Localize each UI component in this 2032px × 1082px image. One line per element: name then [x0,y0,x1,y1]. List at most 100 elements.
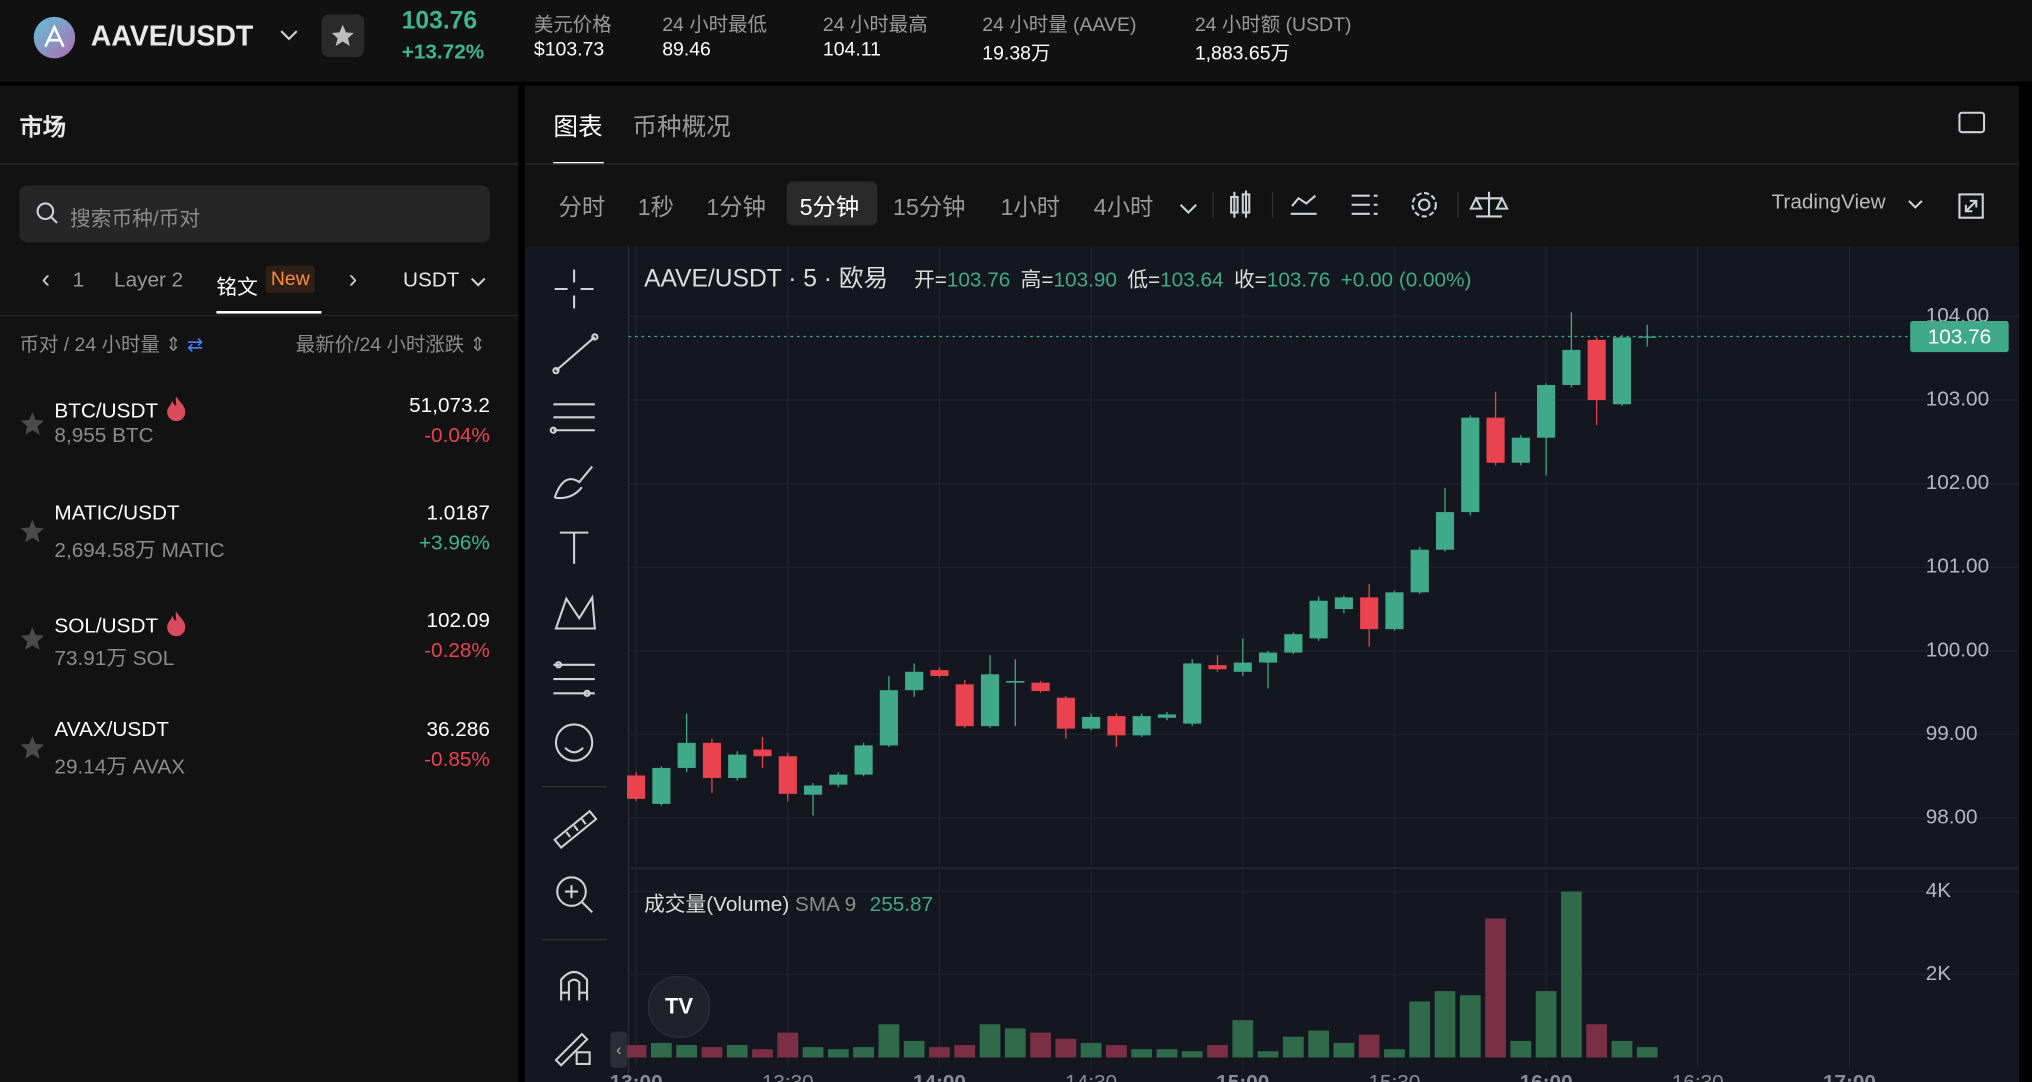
y-tick-label: 102.00 [1926,471,1989,494]
candle-body [1157,714,1177,718]
ohlc-label: 高= [1020,269,1054,292]
indicators-button[interactable] [1290,194,1317,215]
candle-type-button[interactable] [1230,190,1251,218]
crosshair-tool[interactable] [554,269,594,309]
volume-bar [1004,1028,1026,1058]
candle-body [1258,652,1278,663]
candle-body [1511,437,1530,463]
provider[interactable]: TradingView [1771,191,1886,214]
candle-body [1284,634,1303,653]
volume-title: 成交量(Volume) [644,894,790,917]
ohlc-value: 103.64 [1160,269,1224,292]
candle-body [854,745,873,775]
tradingview-logo[interactable]: TV [647,975,711,1039]
volume-bar [929,1047,950,1058]
sidebar-tab[interactable]: Layer 2 [114,269,184,292]
x-tick-label: 16:00 [1520,1071,1573,1082]
candle-body [1587,339,1606,401]
stat-value: 89.46 [662,38,711,61]
stat-label: 24 小时额 (USDT) [1194,14,1352,37]
star-icon[interactable] [18,733,47,762]
quote-select[interactable]: USDT [403,269,460,292]
pair-name[interactable]: MATIC/USDT [54,503,179,526]
volume-bar [1586,1024,1608,1058]
star-icon[interactable] [18,410,47,439]
volume-bar [903,1040,925,1058]
column-left[interactable]: 币对 / 24 小时量 ⇕ ⇄ [19,334,204,357]
parallel-tool[interactable] [549,403,595,434]
ruler-tool[interactable] [553,809,598,849]
column-right[interactable]: 最新价/24 小时涨跌 ⇕ [295,334,486,357]
pair-title[interactable]: AAVE/USDT [90,19,254,52]
magnet-tool[interactable] [560,970,589,1001]
text-tool[interactable] [559,531,589,564]
volume-bar [651,1042,672,1058]
volume-bar [1510,1040,1532,1058]
pair-name[interactable]: BTC/USDT [54,395,187,424]
pair-dropdown[interactable] [277,26,300,44]
volume-bar [1358,1034,1380,1058]
pattern-tool[interactable] [554,594,596,630]
volume-bar [1434,991,1456,1058]
price-change: +13.72% [401,41,485,64]
volume-bar [1131,1049,1153,1058]
line-tool[interactable] [552,333,599,375]
fib-tool[interactable] [553,661,595,697]
tab-prev[interactable]: ‹ [41,265,51,295]
volume-bar [1257,1051,1279,1058]
pair-name[interactable]: SOL/USDT [54,610,188,639]
candle-body [803,785,823,795]
ohlc-label: 收= [1233,269,1267,292]
main-tab[interactable]: 图表 [553,114,603,142]
volume-bar [853,1047,874,1058]
interval[interactable]: 15分钟 [892,194,966,221]
template-button[interactable] [1351,194,1378,215]
fullscreen-button[interactable] [1957,192,1986,221]
tab-next[interactable]: › [348,265,358,295]
stat-label: 24 小时量 (AAVE) [982,14,1137,37]
volume-bar [1030,1032,1051,1058]
pair-volume: 2,694.58万 MATIC [54,540,225,563]
favorite-button[interactable] [321,14,365,58]
active-interval-bg [786,181,878,226]
brush-tool[interactable] [553,465,594,500]
quote-dropdown[interactable] [469,275,487,291]
provider-dropdown[interactable] [1906,197,1924,213]
compare-button[interactable] [1469,191,1509,218]
sma-label: SMA 9 [795,894,857,917]
volume-bar [1485,918,1506,1058]
more-intervals[interactable] [1179,204,1197,214]
candle-body [1334,597,1353,610]
interval[interactable]: 5分钟 [799,194,860,221]
change-text: +0.00 (0.00%) [1340,269,1472,292]
sidebar-tab[interactable]: 铭文 [216,277,258,300]
lock-draw-tool[interactable] [554,1032,591,1067]
main-tab[interactable]: 币种概况 [632,114,731,142]
candle-body [1612,337,1632,405]
new-badge: New [265,265,315,293]
collapse-toolbar[interactable]: ‹ [610,1031,628,1068]
x-tick-label: 15:30 [1369,1071,1421,1082]
search-box[interactable]: 搜索币种/币对 [19,185,490,243]
interval[interactable]: 1秒 [637,194,674,221]
x-tick-label: 14:00 [913,1071,966,1082]
stat-value: 1,883.65万 [1194,42,1290,65]
sidebar-tab[interactable]: 1 [72,269,85,292]
column-right-text: 最新价/24 小时涨跌 [295,334,465,357]
star-icon[interactable] [18,517,47,546]
interval[interactable]: 分时 [558,194,606,221]
volume-bar [1409,1001,1431,1058]
star-icon[interactable] [18,625,47,654]
zoom-tool[interactable] [556,876,593,914]
settings-button[interactable] [1411,192,1437,218]
interval[interactable]: 1小时 [1000,194,1061,221]
candle-body [955,684,974,727]
candle-body [905,671,924,691]
layout-button[interactable] [1958,111,1987,134]
emoji-tool[interactable] [554,723,594,762]
pair-name[interactable]: AVAX/USDT [54,719,168,742]
interval[interactable]: 4小时 [1093,194,1154,221]
interval[interactable]: 1分钟 [706,194,766,221]
